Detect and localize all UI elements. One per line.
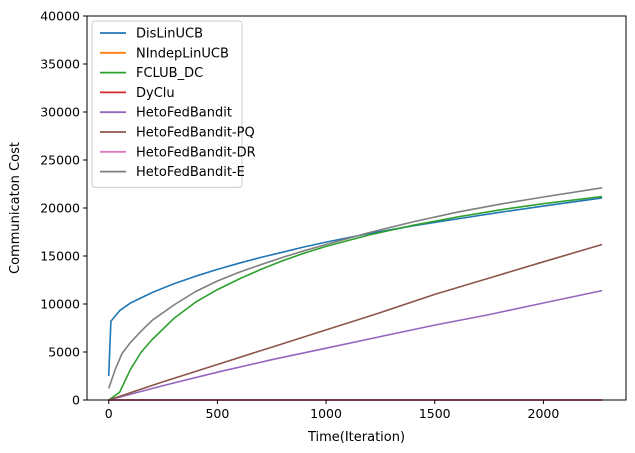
y-axis-label: Communicaton Cost: [8, 142, 23, 274]
series-line-2: [108, 195, 603, 401]
x-tick-label: 0: [105, 406, 113, 421]
y-tick-label: 15000: [40, 249, 80, 264]
series-line-7: [107, 187, 603, 389]
y-tick-label: 25000: [40, 153, 80, 168]
x-tick-label: 500: [205, 406, 229, 421]
y-tick-label: 10000: [40, 297, 80, 312]
legend-label-6: HetoFedBandit-DR: [136, 145, 256, 160]
series-line-5: [108, 243, 603, 401]
legend-label-5: HetoFedBandit-PQ: [136, 126, 255, 141]
x-tick-label: 1000: [310, 406, 342, 421]
series-line-0: [107, 197, 603, 377]
series-line-4: [108, 289, 603, 401]
x-axis: 0 500 1000 1500 2000: [105, 400, 560, 421]
y-tick-label: 35000: [40, 57, 80, 72]
legend: DisLinUCB NIndepLinUCB FCLUB_DC DyClu HetoFe…: [91, 20, 256, 188]
x-tick-label: 1500: [419, 406, 451, 421]
plot-lines: [107, 187, 603, 401]
x-tick-label: 2000: [528, 406, 560, 421]
y-tick-label: 20000: [40, 201, 80, 216]
y-tick-label: 30000: [40, 105, 80, 120]
legend-label-7: HetoFedBandit-E: [136, 165, 245, 180]
legend-label-0: DisLinUCB: [136, 27, 203, 42]
y-tick-label: 40000: [40, 9, 80, 24]
legend-label-2: FCLUB_DC: [136, 66, 203, 81]
legend-label-4: HetoFedBandit: [136, 106, 232, 121]
legend-label-1: NIndepLinUCB: [136, 46, 229, 61]
x-axis-label: Time(Iteration): [307, 430, 405, 445]
legend-label-3: DyClu: [136, 86, 175, 101]
y-tick-label: 5000: [48, 345, 80, 360]
legend-box: [91, 20, 243, 188]
y-axis: 0 5000 10000 15000 20000 25000 30000 35000 40000: [40, 9, 87, 408]
y-tick-label: 0: [72, 393, 80, 408]
